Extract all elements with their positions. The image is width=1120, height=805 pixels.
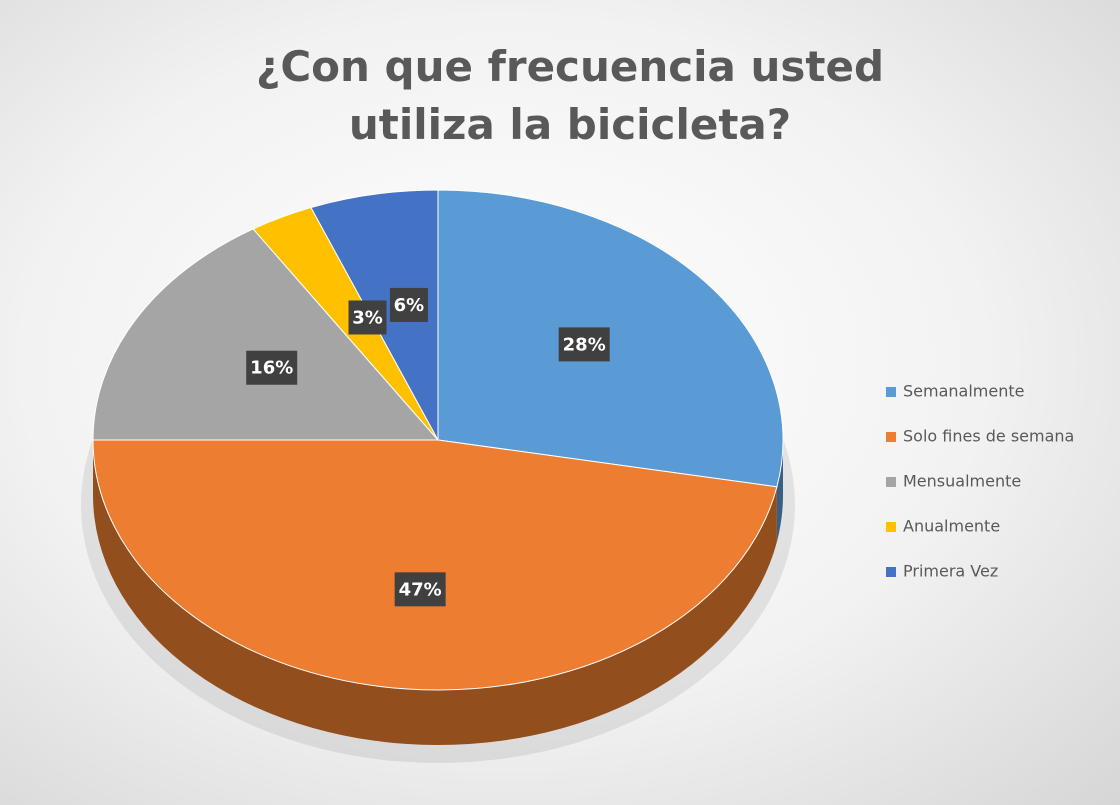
legend-label: Primera Vez [903, 562, 998, 581]
legend-label: Solo fines de semana [903, 427, 1074, 446]
data-label: 28% [563, 334, 606, 355]
data-label-box [389, 287, 428, 322]
legend-label: Anualmente [903, 517, 1000, 536]
slice-side [93, 440, 777, 746]
data-label: 47% [399, 579, 442, 600]
slice [92, 228, 440, 441]
data-label: 16% [250, 358, 293, 379]
legend-swatch [886, 567, 896, 577]
legend-swatch [886, 387, 896, 397]
data-label-box [348, 300, 387, 335]
legend-label: Mensualmente [903, 472, 1021, 491]
legend-swatch [886, 432, 896, 442]
data-label: 6% [394, 295, 425, 316]
chart-title: ¿Con que frecuencia usted utiliza la bic… [255, 42, 885, 149]
slice [92, 439, 778, 691]
data-label-box [394, 572, 446, 607]
data-label-box [558, 327, 610, 362]
data-label-box [246, 350, 298, 385]
legend-swatch [886, 477, 896, 487]
legend-label: Semanalmente [903, 382, 1024, 401]
legend-swatch [886, 522, 896, 532]
data-label: 3% [352, 307, 383, 328]
slice [437, 189, 784, 488]
